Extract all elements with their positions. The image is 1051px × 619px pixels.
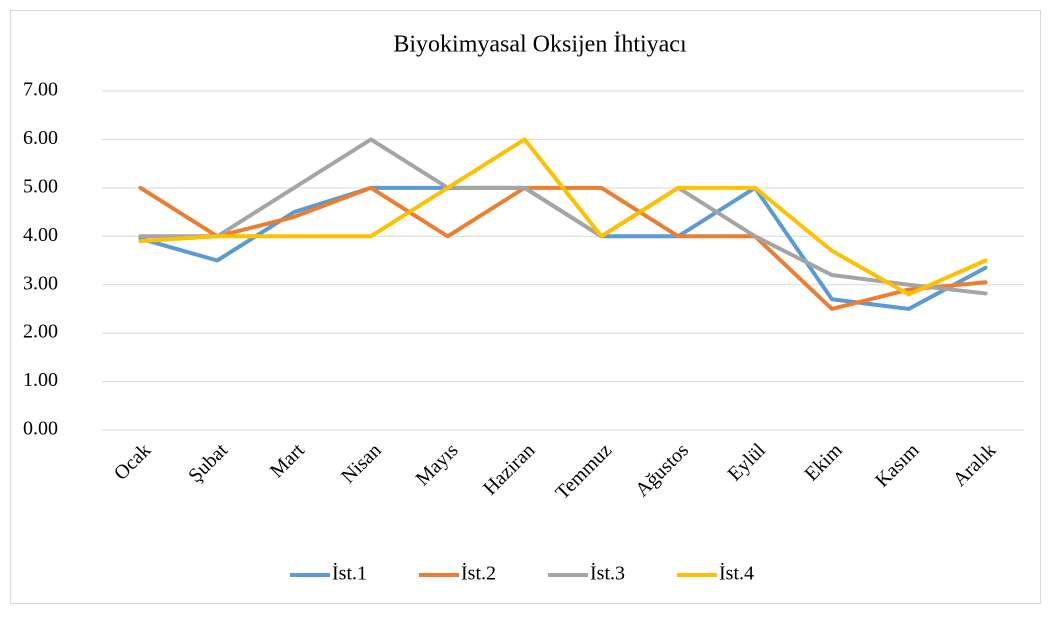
y-tick-label: 1.00 bbox=[23, 369, 58, 391]
chart-title: Biyokimyasal Oksijen İhtiyacı bbox=[393, 32, 687, 58]
y-tick-label: 7.00 bbox=[23, 79, 58, 101]
y-tick-label: 0.00 bbox=[23, 418, 58, 440]
y-tick-label: 6.00 bbox=[23, 127, 58, 149]
y-tick-label: 3.00 bbox=[23, 272, 58, 294]
series-line bbox=[138, 137, 988, 296]
legend-label: İst.4 bbox=[719, 562, 754, 585]
legend-label: İst.3 bbox=[590, 562, 625, 585]
y-tick-label: 4.00 bbox=[23, 224, 58, 246]
y-tick-label: 5.00 bbox=[23, 175, 58, 197]
chart-frame bbox=[10, 10, 1041, 604]
legend-label: İst.2 bbox=[461, 562, 496, 585]
y-tick-label: 2.00 bbox=[23, 321, 58, 343]
legend-label: İst.1 bbox=[332, 562, 367, 585]
series-line bbox=[138, 137, 988, 297]
